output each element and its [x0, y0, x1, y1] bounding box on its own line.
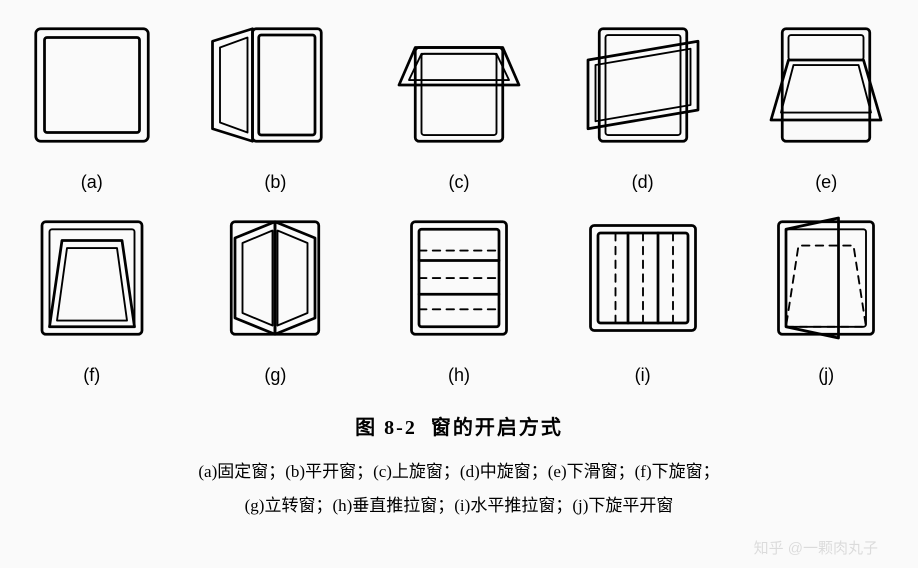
- window-e-icon: [751, 10, 901, 160]
- cell-g: (g): [194, 203, 358, 386]
- window-b-icon: [200, 10, 350, 160]
- label-a: (a): [81, 172, 103, 193]
- legend-line-1: (a)固定窗；(b)平开窗；(c)上旋窗；(d)中旋窗；(e)下滑窗；(f)下旋…: [50, 455, 868, 489]
- window-i-icon: [568, 203, 718, 353]
- window-h-icon: [384, 203, 534, 353]
- label-b: (b): [264, 172, 286, 193]
- figure-title: 窗的开启方式: [431, 417, 563, 439]
- window-diagram-grid: (a) (b) (c) (d): [10, 10, 908, 386]
- cell-c: (c): [377, 10, 541, 193]
- cell-j: (j): [744, 203, 908, 386]
- label-e: (e): [815, 172, 837, 193]
- cell-f: (f): [10, 203, 174, 386]
- window-j-icon: [751, 203, 901, 353]
- label-d: (d): [632, 172, 654, 193]
- label-g: (g): [264, 365, 286, 386]
- cell-i: (i): [561, 203, 725, 386]
- window-d-icon: [568, 10, 718, 160]
- window-a-icon: [17, 10, 167, 160]
- legend-line-2: (g)立转窗；(h)垂直推拉窗；(i)水平推拉窗；(j)下旋平开窗: [50, 489, 868, 523]
- label-j: (j): [818, 365, 834, 386]
- watermark-text: 知乎 @一颗肉丸子: [754, 537, 878, 558]
- figure-number: 图 8-2: [355, 417, 417, 439]
- window-f-icon: [17, 203, 167, 353]
- window-c-icon: [384, 10, 534, 160]
- cell-e: (e): [744, 10, 908, 193]
- cell-b: (b): [194, 10, 358, 193]
- cell-h: (h): [377, 203, 541, 386]
- figure-caption: 图 8-2 窗的开启方式: [10, 411, 908, 440]
- cell-a: (a): [10, 10, 174, 193]
- label-i: (i): [635, 365, 651, 386]
- window-g-icon: [200, 203, 350, 353]
- figure-legend: (a)固定窗；(b)平开窗；(c)上旋窗；(d)中旋窗；(e)下滑窗；(f)下旋…: [10, 455, 908, 523]
- label-c: (c): [448, 172, 469, 193]
- cell-d: (d): [561, 10, 725, 193]
- label-h: (h): [448, 365, 470, 386]
- label-f: (f): [83, 365, 100, 386]
